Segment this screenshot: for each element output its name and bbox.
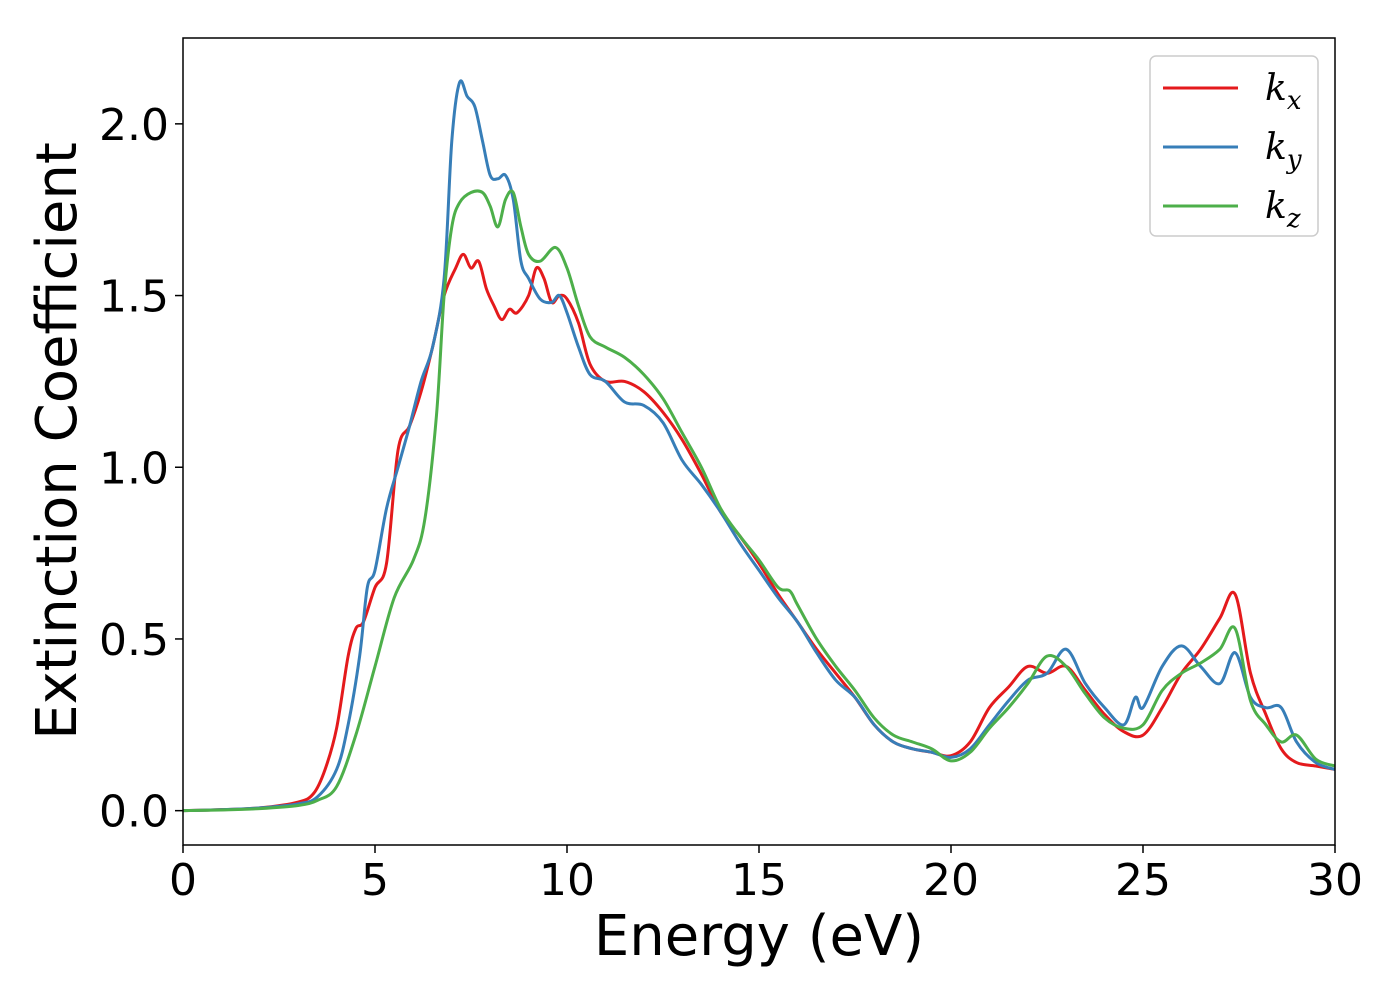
series-line-ky — [183, 79, 1335, 813]
y-axis-label: Extinction Coefficient — [25, 142, 90, 740]
legend-label-ky: ky — [1265, 127, 1302, 175]
x-axis-label: Energy (eV) — [594, 904, 924, 969]
y-tick-label: 1.5 — [99, 272, 169, 323]
series-line-kx — [183, 252, 1335, 813]
x-tick-label: 25 — [1115, 855, 1171, 906]
x-axis-ticks: 0 5 10 15 20 25 30 — [169, 845, 1363, 906]
legend: kx ky kz — [1149, 55, 1319, 237]
x-tick-label: 0 — [169, 855, 197, 906]
series-line-kz — [183, 189, 1335, 813]
x-tick-label: 5 — [361, 855, 389, 906]
y-tick-label: 2.0 — [99, 100, 169, 151]
x-tick-label: 10 — [539, 855, 595, 906]
legend-label-kx: kx — [1265, 68, 1302, 116]
x-tick-label: 20 — [923, 855, 979, 906]
y-axis-ticks: 0.0 0.5 1.0 1.5 2.0 — [99, 100, 183, 838]
x-tick-label: 30 — [1307, 855, 1363, 906]
x-tick-label: 15 — [731, 855, 787, 906]
y-tick-label: 0.5 — [99, 615, 169, 666]
plot-series-group — [183, 79, 1335, 813]
legend-label-kz: kz — [1265, 186, 1301, 234]
y-tick-label: 1.0 — [99, 443, 169, 494]
y-tick-label: 0.0 — [99, 787, 169, 838]
